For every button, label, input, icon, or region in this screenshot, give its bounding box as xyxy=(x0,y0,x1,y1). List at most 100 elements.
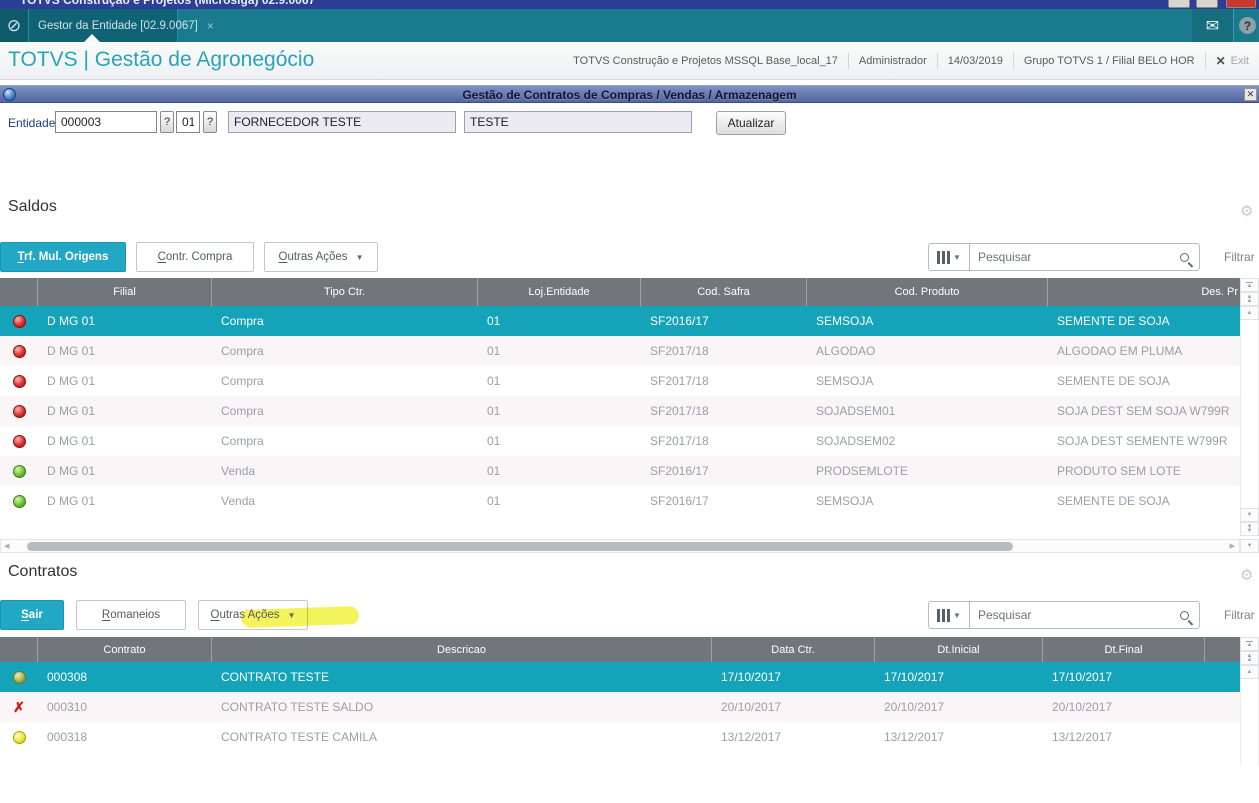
column-header[interactable] xyxy=(0,278,38,306)
column-header[interactable]: Cod. Safra xyxy=(641,278,807,306)
exit-button[interactable]: Exit xyxy=(1230,54,1249,67)
saldos-vertical-scrollbar[interactable]: ▲ ▲ ▲ ▲ ▼ ▼ ▼ xyxy=(1240,278,1259,536)
scroll-page-up-icon[interactable]: ▲ ▲ xyxy=(1240,292,1259,306)
column-header[interactable]: Filial xyxy=(38,278,212,306)
column-header[interactable]: Data Ctr. xyxy=(712,637,875,662)
table-cell: SEMSOJA xyxy=(816,374,874,388)
entity-name-field xyxy=(228,111,456,133)
contratos-filter-link[interactable]: Filtrar xyxy=(1224,608,1255,622)
table-cell: 17/10/2017 xyxy=(884,670,945,684)
table-row[interactable]: D MG 01 Compra 01 SF2017/18 ALGODAO ALGODAO E… xyxy=(0,336,1240,366)
status-red-icon xyxy=(12,344,26,358)
column-header[interactable]: Des. Pr xyxy=(1201,286,1238,298)
columns-icon xyxy=(937,250,951,264)
table-cell: 20/10/2017 xyxy=(721,700,782,714)
table-cell: SEMENTE DE SOJA xyxy=(1057,374,1170,388)
table-row[interactable]: ✗ 000310 CONTRATO TESTE SALDO 20/10/2017 20/… xyxy=(0,692,1240,722)
entity-lookup-button[interactable]: ? xyxy=(160,111,174,133)
column-header[interactable]: Contrato xyxy=(38,637,212,662)
column-header[interactable] xyxy=(0,637,38,662)
scroll-down-icon[interactable]: ▼ xyxy=(1240,508,1259,522)
column-header[interactable]: Cod. Produto xyxy=(807,278,1048,306)
scroll-left-icon[interactable]: ◀ xyxy=(4,543,10,550)
scroll-last-icon[interactable]: ▼ xyxy=(1240,539,1259,553)
search-icon[interactable] xyxy=(1169,602,1199,628)
session-info: TOTVS Construção e Projetos MSSQL Base_l… xyxy=(573,42,1257,79)
scroll-first-icon[interactable]: ▲ xyxy=(1240,278,1259,292)
scroll-page-up-icon[interactable]: ▲ ▲ xyxy=(1240,651,1259,665)
entity-form: Entidade ? ? Atualizar xyxy=(0,103,1259,145)
table-cell xyxy=(0,396,38,426)
table-row[interactable]: 000318 CONTRATO TESTE CAMILA 13/12/2017 13/… xyxy=(0,722,1240,752)
scroll-page-down-icon[interactable]: ▼ ▼ xyxy=(1240,522,1259,536)
table-cell xyxy=(0,426,38,456)
table-row[interactable]: D MG 01 Compra 01 SF2017/18 SOJADSEM01 SOJA D… xyxy=(0,396,1240,426)
romaneios-button[interactable]: Romaneios xyxy=(76,600,186,630)
chevron-down-icon: ▼ xyxy=(287,610,296,620)
saldos-outras-acoes-button[interactable]: Outras Ações ▼ xyxy=(264,242,378,272)
totvs-logo[interactable]: ⊘ xyxy=(0,9,28,42)
table-cell: SOJA DEST SEM SOJA W799R xyxy=(1057,404,1230,418)
exit-x-icon[interactable]: ✕ xyxy=(1215,53,1226,68)
saldos-filter-link[interactable]: Filtrar xyxy=(1224,250,1255,264)
mail-button[interactable]: ✉ xyxy=(1192,9,1233,42)
table-row[interactable]: D MG 01 Compra 01 SF2017/18 SOJADSEM02 SOJA D… xyxy=(0,426,1240,456)
maximize-button[interactable] xyxy=(1196,0,1218,8)
column-header[interactable] xyxy=(1205,637,1240,662)
column-header[interactable]: Descricao xyxy=(212,637,712,662)
table-row[interactable]: D MG 01 Compra 01 SF2016/17 SEMSOJA SEMENTE D… xyxy=(0,306,1240,336)
contratos-settings-gear-icon[interactable]: ⚙ xyxy=(1240,567,1254,584)
saldos-search-input[interactable] xyxy=(970,244,1169,270)
divider xyxy=(1204,52,1206,69)
scroll-up-icon[interactable]: ▲ xyxy=(1240,306,1259,320)
entity-code-field[interactable] xyxy=(55,111,157,133)
refresh-button[interactable]: Atualizar xyxy=(716,111,786,135)
saldos-column-selector[interactable]: ▼ xyxy=(929,244,970,270)
table-cell xyxy=(0,722,38,752)
scroll-up-icon[interactable]: ▲ xyxy=(1240,665,1259,679)
dialog-icon xyxy=(3,88,16,101)
contratos-vertical-scrollbar[interactable]: ▲ ▲ ▲ ▲ xyxy=(1240,637,1259,765)
table-cell: SF2017/18 xyxy=(650,374,709,388)
close-button[interactable] xyxy=(1226,0,1256,8)
tab-close-icon[interactable]: × xyxy=(206,18,214,33)
status-red-icon xyxy=(12,434,26,448)
saldos-settings-gear-icon[interactable]: ⚙ xyxy=(1240,203,1254,220)
column-header[interactable]: Tipo Ctr. xyxy=(212,278,478,306)
column-header[interactable]: Dt.Inicial xyxy=(875,637,1043,662)
scroll-right-icon[interactable]: ▶ xyxy=(1229,543,1235,550)
scroll-track[interactable] xyxy=(1240,320,1259,508)
contratos-search-input[interactable] xyxy=(970,602,1169,628)
saldos-horizontal-scrollbar[interactable]: ◀ ▶ xyxy=(0,539,1240,553)
sair-button[interactable]: Sair xyxy=(0,600,64,630)
trf-mul-origens-button[interactable]: Trf. Mul. Origens xyxy=(0,242,126,272)
search-icon[interactable] xyxy=(1169,244,1199,270)
table-row[interactable]: 000308 CONTRATO TESTE 17/10/2017 17/10/2017… xyxy=(0,662,1240,692)
column-header[interactable]: Dt.Final xyxy=(1043,637,1205,662)
table-cell: 01 xyxy=(487,434,501,448)
help-button[interactable]: ? xyxy=(1236,9,1259,42)
minimize-button[interactable] xyxy=(1168,0,1190,8)
status-yellow-icon xyxy=(12,730,26,744)
store-lookup-button[interactable]: ? xyxy=(203,111,217,133)
dialog-close-icon[interactable]: ✕ xyxy=(1244,88,1257,101)
table-cell xyxy=(0,456,38,486)
scroll-first-icon[interactable]: ▲ xyxy=(1240,637,1259,651)
entity-label: Entidade xyxy=(8,116,56,130)
contr-compra-button[interactable]: Contr. Compra xyxy=(136,242,254,272)
contratos-outras-acoes-button[interactable]: Outras Ações ▼ xyxy=(198,600,360,630)
contratos-column-selector[interactable]: ▼ xyxy=(929,602,970,628)
scroll-thumb[interactable] xyxy=(27,542,1013,551)
tab-gestor-entidade[interactable]: Gestor da Entidade [02.9.0067] × xyxy=(28,9,214,42)
table-row[interactable]: D MG 01 Compra 01 SF2017/18 SEMSOJA SEMENTE D… xyxy=(0,366,1240,396)
table-row[interactable]: D MG 01 Venda 01 SF2016/17 SEMSOJA SEMENTE DE… xyxy=(0,486,1240,516)
table-row[interactable]: D MG 01 Venda 01 SF2016/17 PRODSEMLOTE PRODUT… xyxy=(0,456,1240,486)
table-cell xyxy=(0,336,38,366)
dialog-titlebar: Gestão de Contratos de Compras / Vendas … xyxy=(0,85,1259,103)
column-header[interactable]: Loj.Entidade xyxy=(478,278,641,306)
table-cell: D MG 01 xyxy=(47,404,96,418)
scroll-track[interactable] xyxy=(1240,679,1259,765)
entity-store-field[interactable] xyxy=(176,111,200,133)
status-red-icon xyxy=(12,404,26,418)
app-brand-title: TOTVS | Gestão de Agronegócio xyxy=(8,48,315,71)
